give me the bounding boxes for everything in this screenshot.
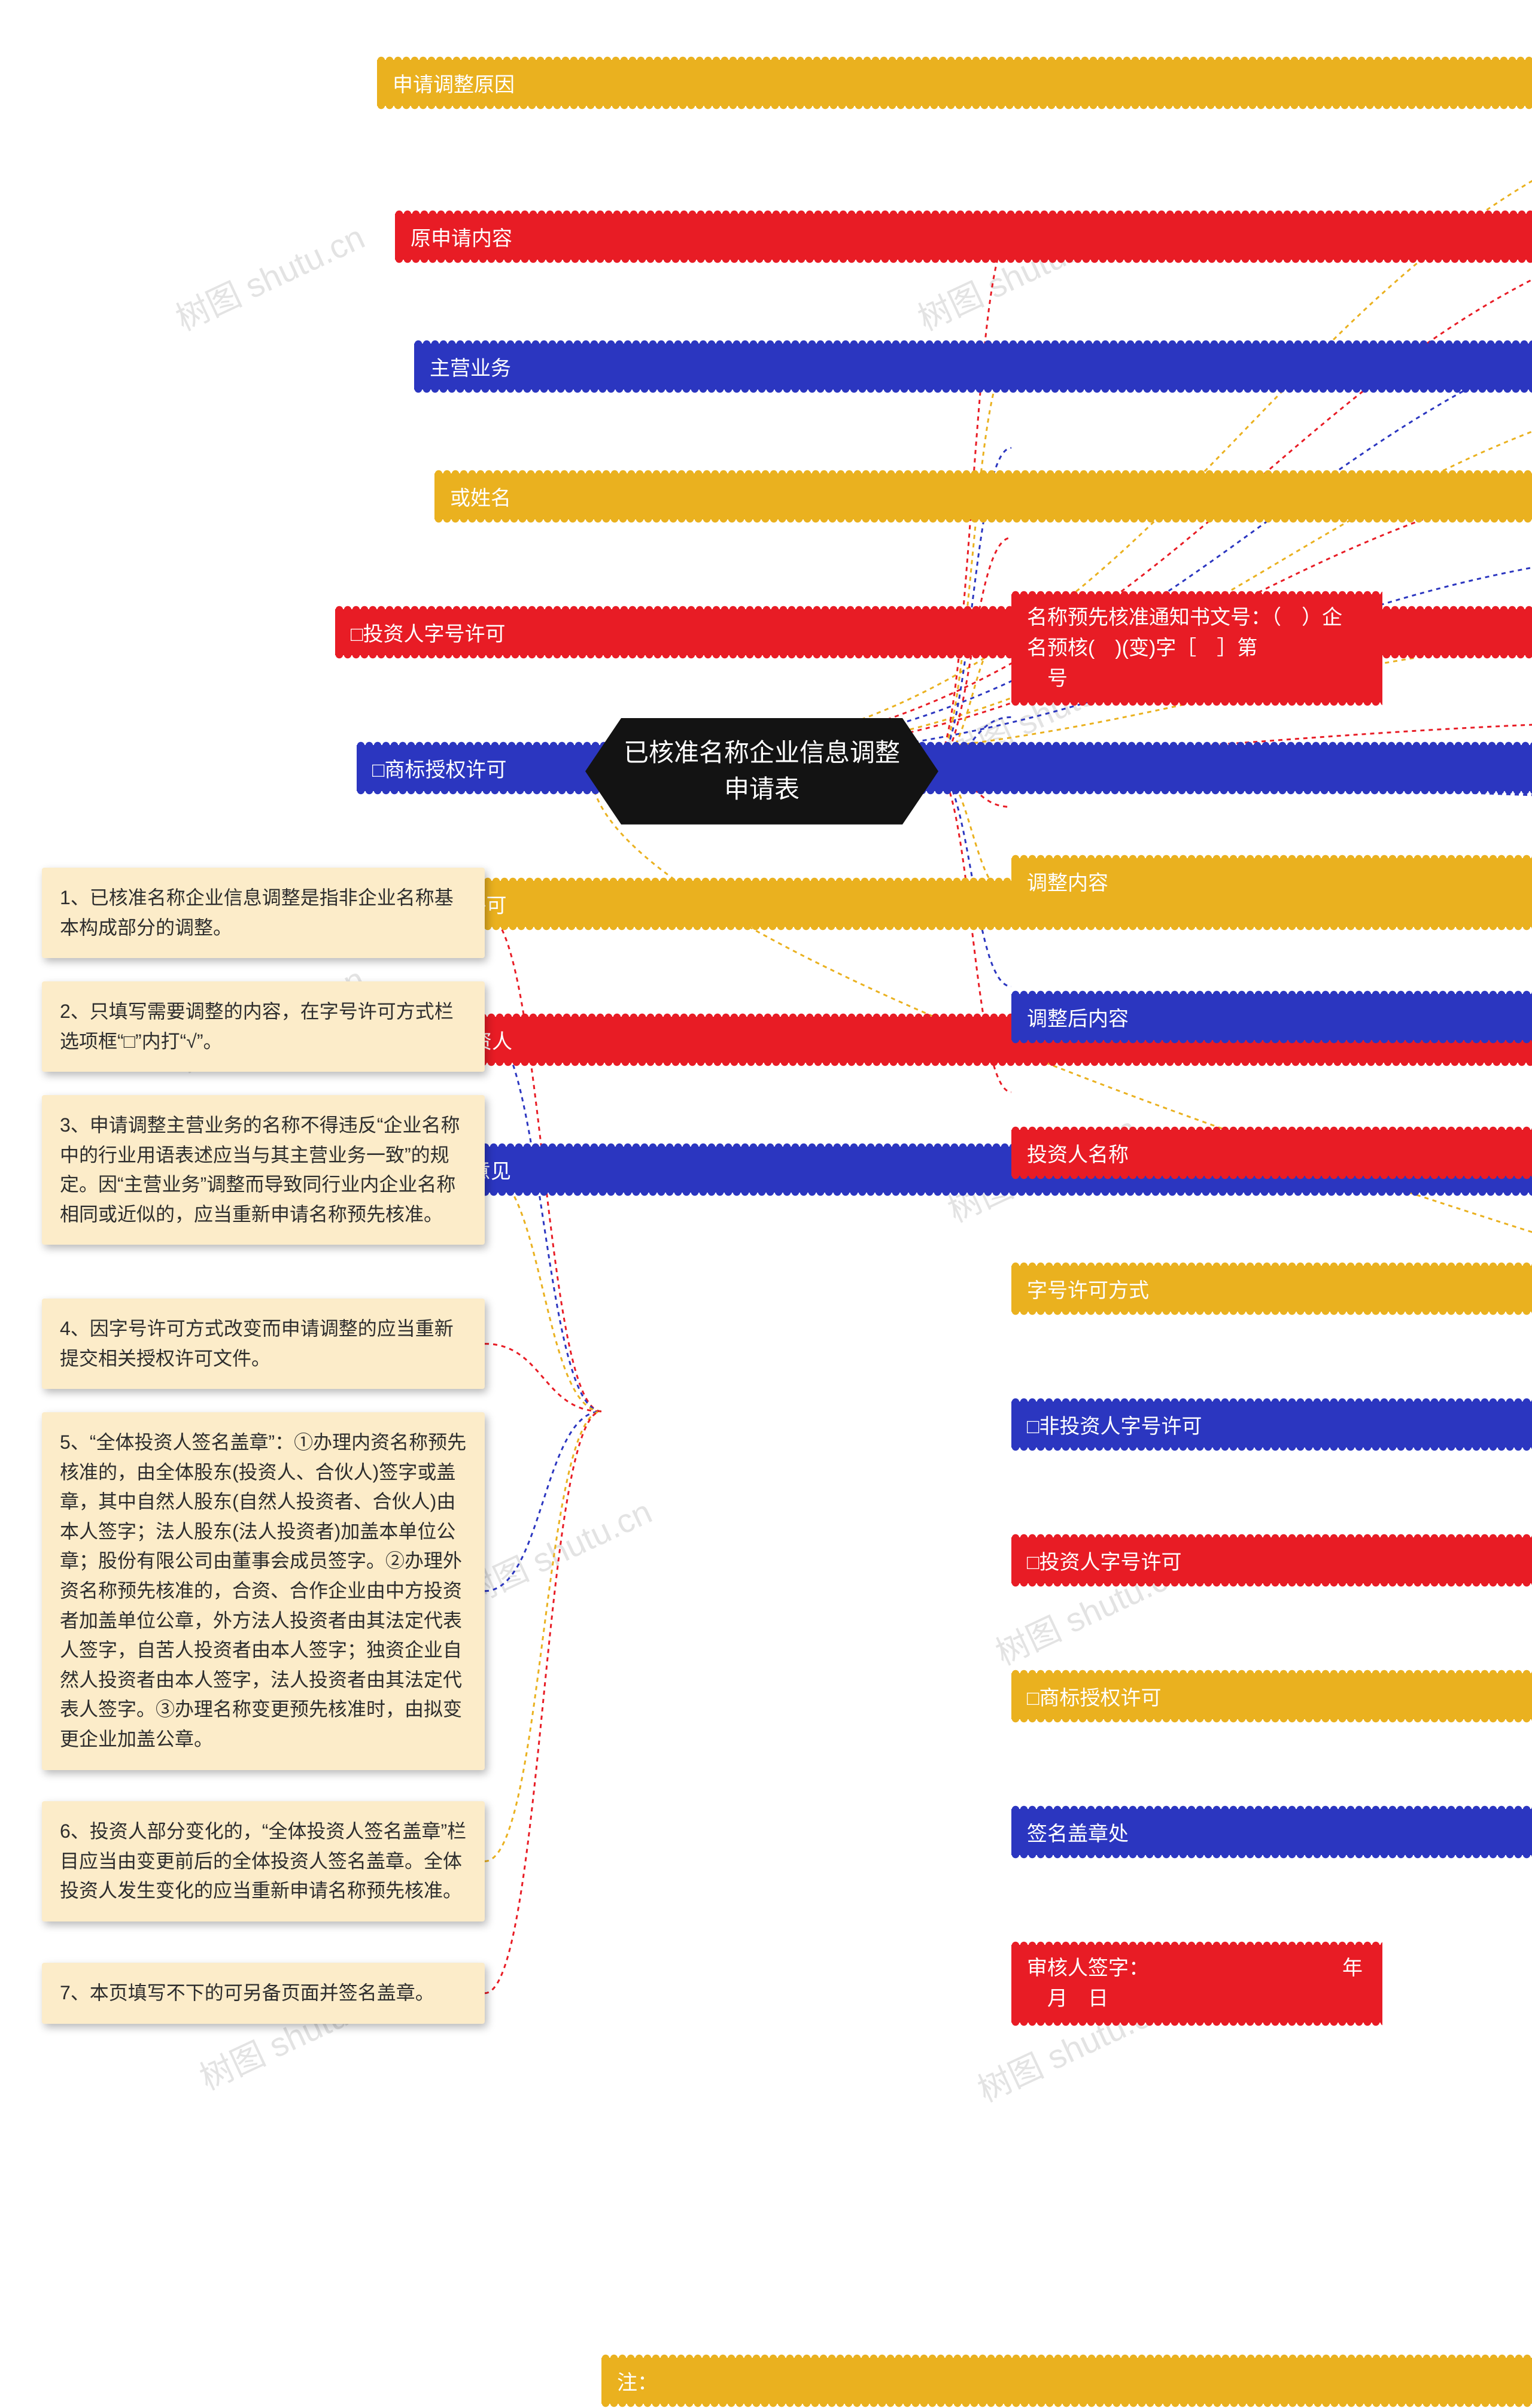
note-text: 3、申请调整主营业务的名称不得违反“企业名称中的行业用语表述应当与其主营业务一致… <box>60 1114 460 1225</box>
left-node-2: 主营业务 <box>414 343 1532 390</box>
right-node-2: 调整后内容 <box>1011 994 1532 1040</box>
right-node-label: 调整后内容 <box>1027 1008 1129 1030</box>
note-5: 5、“全体投资人签名盖章”：①办理内资名称预先核准的，由全体股东(投资人、合伙人… <box>42 1412 485 1770</box>
center-label: 已核准名称企业信息调整申请表 <box>624 738 900 803</box>
note-3: 3、申请调整主营业务的名称不得违反“企业名称中的行业用语表述应当与其主营业务一致… <box>42 1095 485 1245</box>
right-node-7: □商标授权许可 <box>1011 1673 1532 1719</box>
right-node-3: 投资人名称 <box>1011 1130 1532 1176</box>
left-node-label: 主营业务 <box>430 357 511 380</box>
left-node-3: 或姓名 <box>434 473 1532 519</box>
note-text: 7、本页填写不下的可另备页面并签名盖章。 <box>60 1982 434 2003</box>
right-node-label: 签名盖章处 <box>1027 1823 1129 1845</box>
right-node-label: 审核人签字： 年 月 日 <box>1027 1957 1363 2010</box>
right-node-label: □非投资人字号许可 <box>1027 1415 1202 1438</box>
right-node-0: 名称预先核准通知书文号：（ ）企名预核( )(变)字［ ］第 号 <box>1011 594 1382 703</box>
left-node-label: 或姓名 <box>450 487 511 510</box>
note-text: 6、投资人部分变化的，“全体投资人签名盖章”栏目应当由变更前后的全体投资人签名盖… <box>60 1820 466 1901</box>
right-node-4: 字号许可方式 <box>1011 1266 1532 1312</box>
right-node-label: 调整内容 <box>1027 872 1108 895</box>
note-4: 4、因字号许可方式改变而申请调整的应当重新提交相关授权许可文件。 <box>42 1299 485 1389</box>
note-text: 1、已核准名称企业信息调整是指非企业名称基本构成部分的调整。 <box>60 887 454 938</box>
right-node-label: 投资人名称 <box>1027 1144 1129 1166</box>
right-node-label: 字号许可方式 <box>1027 1279 1149 1302</box>
notes-parent-node-0: 注： <box>601 2358 1532 2404</box>
left-node-label: □投资人字号许可 <box>351 623 506 646</box>
right-node-6: □投资人字号许可 <box>1011 1537 1532 1583</box>
left-node-1: 原申请内容 <box>395 214 1532 260</box>
left-node-label: 原申请内容 <box>411 227 512 250</box>
left-node-0: 申请调整原因 <box>377 60 1532 106</box>
right-node-9: 审核人签字： 年 月 日 <box>1011 1945 1382 2023</box>
note-text: 5、“全体投资人签名盖章”：①办理内资名称预先核准的，由全体股东(投资人、合伙人… <box>60 1431 466 1750</box>
right-node-label: 名称预先核准通知书文号：（ ）企名预核( )(变)字［ ］第 号 <box>1027 606 1342 690</box>
right-node-5: □非投资人字号许可 <box>1011 1401 1532 1448</box>
note-1: 1、已核准名称企业信息调整是指非企业名称基本构成部分的调整。 <box>42 868 485 958</box>
right-node-label: □商标授权许可 <box>1027 1687 1162 1710</box>
note-6: 6、投资人部分变化的，“全体投资人签名盖章”栏目应当由变更前后的全体投资人签名盖… <box>42 1801 485 1921</box>
note-2: 2、只填写需要调整的内容，在字号许可方式栏选项框“□”内打“√”。 <box>42 981 485 1072</box>
center-node: 已核准名称企业信息调整申请表 <box>585 718 938 825</box>
right-node-1: 调整内容 <box>1011 858 1532 904</box>
left-node-label: 申请调整原因 <box>393 74 515 96</box>
note-7: 7、本页填写不下的可另备页面并签名盖章。 <box>42 1963 485 2024</box>
left-node-label: □商标授权许可 <box>372 759 507 782</box>
left-node-5: □商标授权许可 <box>357 745 1532 791</box>
notes-parent-node-label: 注： <box>617 2371 658 2394</box>
right-node-label: □投资人字号许可 <box>1027 1551 1182 1574</box>
right-node-8: 签名盖章处 <box>1011 1809 1532 1855</box>
note-text: 2、只填写需要调整的内容，在字号许可方式栏选项框“□”内打“√”。 <box>60 1001 454 1052</box>
watermark: 树图 shutu.cn <box>454 1485 659 1615</box>
note-text: 4、因字号许可方式改变而申请调整的应当重新提交相关授权许可文件。 <box>60 1318 454 1369</box>
